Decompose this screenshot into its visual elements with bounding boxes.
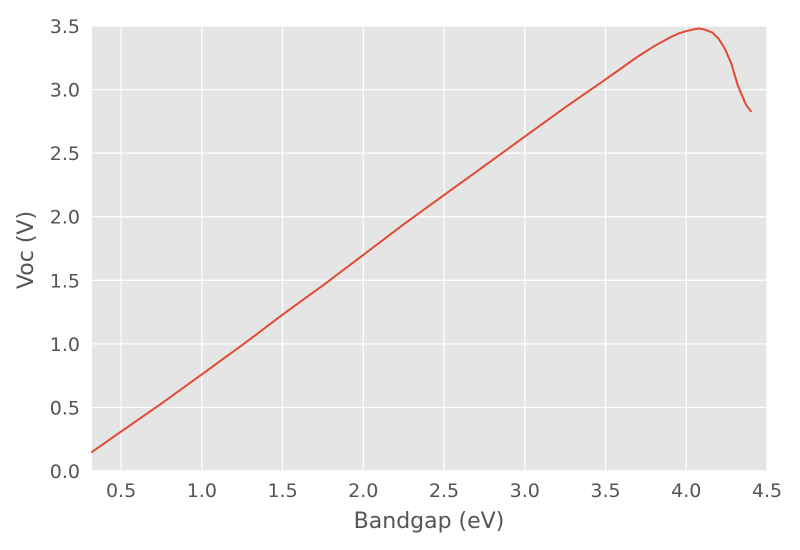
x-tick-label: 3.0 (510, 480, 540, 502)
y-tick-label: 3.0 (50, 80, 80, 102)
y-tick-label: 1.5 (50, 270, 80, 292)
y-tick-label: 1.0 (50, 334, 80, 356)
x-tick-labels: 0.5 1.0 1.5 2.0 2.5 3.0 3.5 4.0 4.5 (106, 480, 782, 502)
y-tick-labels: 0.0 0.5 1.0 1.5 2.0 2.5 3.0 3.5 (50, 16, 80, 483)
y-tick-label: 0.5 (50, 397, 80, 419)
x-tick-label: 4.0 (671, 480, 701, 502)
y-tick-label: 3.5 (50, 16, 80, 38)
x-tick-label: 1.0 (187, 480, 217, 502)
x-tick-label: 2.5 (429, 480, 459, 502)
x-tick-label: 1.5 (267, 480, 297, 502)
y-axis-label: Voc (V) (14, 211, 39, 289)
y-tick-label: 2.5 (50, 143, 80, 165)
y-tick-label: 0.0 (50, 461, 80, 483)
x-tick-label: 4.5 (752, 480, 782, 502)
series-layer (91, 27, 752, 453)
voc-series-line (91, 27, 752, 453)
x-axis-label: Bandgap (eV) (354, 509, 505, 534)
x-tick-label: 3.5 (590, 480, 620, 502)
x-tick-label: 0.5 (106, 480, 136, 502)
grid-lines (92, 25, 768, 472)
y-tick-label: 2.0 (50, 207, 80, 229)
plot-background (92, 26, 767, 471)
x-tick-label: 2.0 (348, 480, 378, 502)
